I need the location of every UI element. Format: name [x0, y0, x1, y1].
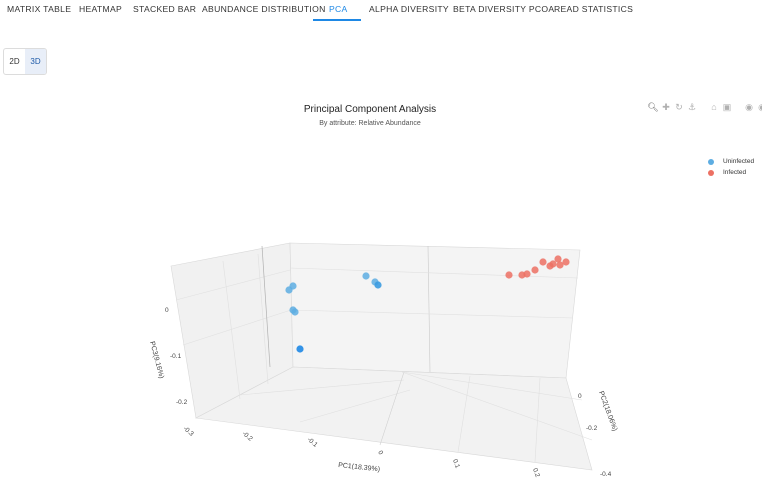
legend-marker-infected	[708, 169, 714, 176]
y-tick-neg0.4: -0.4	[600, 471, 612, 478]
point-infected[interactable]	[562, 258, 570, 266]
x-tick-neg0.1: -0.1	[306, 436, 319, 449]
series-infected	[505, 255, 570, 279]
tab-bar: MATRIX TABLE HEATMAP STACKED BAR ABUNDAN…	[0, 0, 762, 22]
point-infected[interactable]	[554, 255, 562, 263]
back-right-pane	[289, 242, 581, 379]
turntable-icon[interactable]: ⚓︎	[687, 101, 697, 112]
x-tick-neg0.2: -0.2	[241, 430, 254, 443]
z-tick-neg0.1: -0.1	[170, 353, 182, 360]
point-infected[interactable]	[549, 260, 557, 268]
point-uninfected[interactable]	[285, 286, 293, 294]
y-tick-neg0.2: -0.2	[586, 425, 598, 432]
z-tick-0: 0	[165, 307, 169, 314]
series-uninfected	[285, 272, 382, 353]
zoom-icon[interactable]: 🔍︎	[647, 101, 659, 112]
dimension-toggle: 2D 3D	[3, 48, 47, 75]
tab-heatmap[interactable]: HEATMAP	[79, 4, 123, 14]
plot-modebar: 🔍︎ ✚ ↻ ⚓︎ ⌂ ▣ ◉ ◉	[647, 101, 762, 113]
toggle-2d-button[interactable]: 2D	[9, 57, 20, 66]
pan-icon[interactable]: ✚	[662, 101, 670, 112]
y-axis-title: PC2(18.06%)	[597, 390, 618, 432]
x-axis-title: PC1(18.39%)	[338, 462, 381, 473]
x-tick-0: 0	[376, 450, 384, 457]
x-tick-neg0.3: -0.3	[182, 425, 195, 438]
legend-label-infected: Infected	[723, 169, 747, 176]
tab-stacked-bar[interactable]: STACKED BAR	[133, 4, 197, 14]
z-tick-neg0.2: -0.2	[176, 399, 188, 406]
floor-pane	[195, 366, 593, 471]
tab-pca[interactable]: PCA	[329, 4, 348, 14]
home-icon[interactable]: ⌂	[711, 101, 717, 112]
legend-item-infected[interactable]: Infected	[708, 167, 754, 178]
chart-legend: Uninfected Infected	[708, 156, 754, 178]
point-infected[interactable]	[539, 258, 547, 266]
camera-icon[interactable]: ▣	[722, 101, 732, 112]
tab-read-statistics[interactable]: READ STATISTICS	[554, 4, 634, 14]
plotly-logo-icon[interactable]: ◉	[745, 101, 753, 112]
tab-abundance-distribution[interactable]: ABUNDANCE DISTRIBUTION	[202, 4, 326, 14]
x-tick-0.1: 0.1	[451, 458, 461, 469]
legend-marker-uninfected	[708, 158, 714, 165]
tab-beta-diversity-pcoa[interactable]: BETA DIVERSITY PCOA	[453, 4, 555, 14]
tab-alpha-diversity[interactable]: ALPHA DIVERSITY	[369, 4, 449, 14]
toggle-3d-button[interactable]: 3D	[25, 49, 46, 74]
z-axis-ticks: 0 -0.1 -0.2	[165, 307, 188, 406]
y-axis-ticks: 0 -0.2 -0.4	[578, 393, 612, 478]
point-infected[interactable]	[556, 261, 564, 269]
legend-label-uninfected: Uninfected	[723, 158, 755, 165]
tab-matrix-table[interactable]: MATRIX TABLE	[7, 4, 72, 14]
point-uninfected[interactable]	[296, 345, 304, 353]
chart-subtitle: By attribute: Relative Abundance	[319, 120, 421, 127]
orbit-icon[interactable]: ↻	[675, 101, 683, 112]
chart-title: Principal Component Analysis	[303, 104, 437, 115]
point-uninfected[interactable]	[374, 281, 382, 289]
legend-item-uninfected[interactable]: Uninfected	[708, 156, 754, 167]
y-tick-0: 0	[578, 393, 582, 400]
active-tab-indicator	[313, 19, 361, 21]
info-icon[interactable]: ◉	[758, 101, 762, 112]
point-uninfected[interactable]	[291, 308, 299, 316]
point-infected[interactable]	[531, 266, 539, 274]
point-uninfected[interactable]	[362, 272, 370, 280]
point-infected[interactable]	[523, 270, 531, 278]
x-tick-0.2: 0.2	[531, 467, 541, 478]
point-infected[interactable]	[505, 271, 513, 279]
z-axis-title: PC3(9.16%)	[148, 341, 165, 380]
